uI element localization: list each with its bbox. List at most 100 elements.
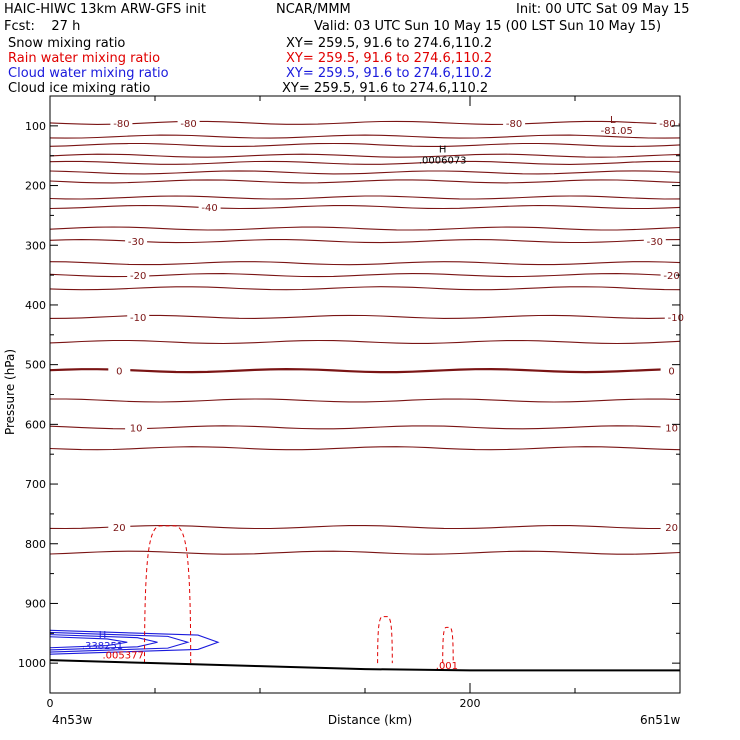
isotherm--65: [49, 153, 681, 158]
cloud-water-contours: [49, 629, 220, 655]
y-tick-label: 400: [25, 299, 46, 312]
fcst-text: Fcst: 27 h: [4, 19, 81, 34]
plot-border: [49, 95, 681, 694]
terrain-line: [49, 659, 680, 672]
x-endpoint-left: 4n53w: [52, 713, 93, 727]
isotherm-label-bg: [125, 235, 148, 248]
rain-water-contours: .005377 .001: [103, 525, 458, 672]
isotherm-label-bg: [125, 421, 148, 434]
y-tick-label: 600: [25, 418, 46, 431]
rain-water-contour: [377, 616, 393, 664]
cloud-water-contour: [49, 634, 158, 651]
isotherm-label: -80: [113, 119, 129, 130]
y-tick-label: 100: [25, 120, 46, 133]
isotherm--70: [49, 142, 681, 147]
isotherm-label-bg: [108, 364, 131, 377]
isotherm-label-bg: [660, 269, 683, 282]
isotherm-label-bg: [108, 521, 131, 534]
cloud-water-contour: [49, 636, 128, 649]
isotherm-label-bg: [177, 116, 200, 129]
rain-water-label: .001: [436, 661, 458, 672]
extrema-value: .338251: [82, 641, 123, 652]
isotherm-label-bg: [643, 235, 666, 248]
isotherm--55: [49, 170, 681, 175]
extrema-kind: H: [439, 145, 447, 156]
isotherm-label: -30: [647, 237, 663, 248]
rain-water-contour: [442, 626, 454, 664]
isotherm--20: [49, 273, 681, 278]
isotherm-25: [49, 550, 681, 555]
isotherm--60: [49, 160, 681, 165]
init-text: Init: 00 UTC Sat 09 May 15: [516, 2, 690, 17]
isotherm-0: [49, 367, 681, 374]
rain-water-label: .005377: [103, 650, 144, 661]
isotherm--35: [49, 226, 681, 231]
isotherm-label: -30: [128, 237, 144, 248]
y-axis-label: Pressure (hPa): [3, 349, 17, 435]
isotherm-label-bg: [110, 116, 133, 129]
x-axis-label: Distance (km): [328, 713, 412, 727]
cloud-ice-xy: XY= 259.5, 91.6 to 274.6,110.2: [282, 81, 489, 96]
isotherm-label: -10: [130, 313, 146, 324]
y-tick-label: 800: [25, 538, 46, 551]
isotherm-label: 20: [113, 523, 126, 534]
isotherm-label: -80: [506, 119, 522, 130]
y-tick-label: 500: [25, 359, 46, 372]
isotherm-label: -40: [201, 203, 217, 214]
x-tick-label: 0: [47, 697, 54, 710]
isotherm--25: [49, 261, 681, 266]
rain-label: Rain water mixing ratio: [8, 51, 161, 66]
snow-xy: XY= 259.5, 91.6 to 274.6,110.2: [286, 36, 493, 51]
title-left: HAIC-HIWC 13km ARW-GFS init: [4, 2, 206, 17]
cloud-ice-label: Cloud ice mixing ratio: [8, 81, 151, 96]
extrema-value: .0006073: [419, 156, 467, 167]
y-tick-label: 1000: [18, 657, 46, 670]
isotherm-label: 10: [130, 423, 143, 434]
isotherm-label-bg: [664, 310, 687, 323]
isotherm--80: [49, 120, 681, 125]
x-endpoint-right: 6n51w: [640, 713, 681, 727]
rain-water-contour: [144, 525, 192, 664]
isotherm-label: -10: [668, 313, 684, 324]
isotherm-10: [49, 425, 681, 430]
isotherm--30: [49, 239, 681, 244]
isotherm-label-bg: [660, 521, 683, 534]
isotherm-label-bg: [198, 201, 221, 214]
isotherm--50: [49, 179, 681, 184]
isotherm--10: [49, 314, 681, 319]
isotherm--5: [49, 339, 681, 345]
cloud-water-label: Cloud water mixing ratio: [8, 66, 169, 81]
extrema-kind: L: [610, 115, 616, 126]
snow-label: Snow mixing ratio: [8, 36, 126, 51]
isotherm-15: [49, 446, 681, 451]
y-tick-label: 200: [25, 180, 46, 193]
y-tick-label: 700: [25, 478, 46, 491]
isotherm-label: 20: [665, 523, 678, 534]
cloud-water-contour: [49, 629, 220, 655]
isotherm-label-bg: [660, 364, 683, 377]
center-tag: NCAR/MMM: [276, 2, 351, 17]
cloud-water-contour: [49, 631, 190, 653]
isotherm-20: [49, 524, 681, 530]
isotherm-5: [50, 398, 681, 403]
temperature-contours: -80 -80 -80 -80 -40 -30 -30 -20 -20 -10 -10 0 0 10 10 2…: [49, 116, 687, 555]
rain-xy: XY= 259.5, 91.6 to 274.6,110.2: [286, 51, 493, 66]
terrain-surface: [49, 659, 680, 672]
isotherm--45: [49, 195, 681, 200]
y-tick-label: 300: [25, 239, 46, 252]
isotherm--75: [49, 134, 681, 139]
isotherm-label: -80: [180, 119, 196, 130]
isotherm-label: -20: [130, 271, 146, 282]
extrema-value: -81.05: [601, 126, 633, 137]
isotherm-label: 0: [116, 367, 122, 378]
isotherm-label-bg: [656, 116, 679, 129]
x-axis-ticks: 0 200: [47, 96, 681, 710]
plot-frame: [49, 95, 681, 694]
y-tick-label: 900: [25, 597, 46, 610]
x-tick-label: 200: [460, 697, 481, 710]
extrema-kind: H: [99, 630, 107, 641]
isotherm-label-bg: [503, 116, 526, 129]
